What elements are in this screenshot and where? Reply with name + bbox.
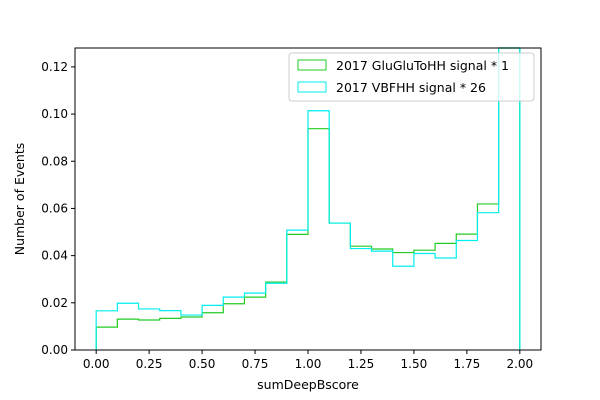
x-axis-label: sumDeepBscore	[257, 377, 359, 392]
x-tick-label: 0.25	[136, 357, 163, 371]
y-tick-label: 0.06	[41, 201, 68, 215]
legend-label-vbfhh: 2017 VBFHH signal * 26	[336, 80, 486, 95]
x-tick-label: 2.00	[506, 357, 533, 371]
y-tick-label: 0.12	[41, 60, 68, 74]
y-tick-label: 0.02	[41, 296, 68, 310]
series-layer	[95, 47, 521, 350]
y-tick-label: 0.00	[41, 343, 68, 357]
y-tick-label: 0.04	[41, 249, 68, 263]
series-line-1	[95, 47, 521, 350]
x-tick-label: 1.50	[401, 357, 428, 371]
legend-frame	[288, 52, 535, 102]
x-tick-label: 1.25	[348, 357, 375, 371]
x-tick-label: 0.50	[189, 357, 216, 371]
y-axis-label: Number of Events	[12, 143, 27, 256]
legend-swatch-vbfhh	[297, 81, 327, 93]
x-tick-label: 1.00	[295, 357, 322, 371]
legend-swatch-glugluhh	[297, 59, 327, 71]
y-tick-label: 0.08	[41, 154, 68, 168]
legend-label-glugluhh: 2017 GluGluToHH signal * 1	[336, 58, 509, 73]
y-tick-label: 0.10	[41, 107, 68, 121]
legend: 2017 GluGluToHH signal * 1 2017 VBFHH si…	[288, 52, 535, 102]
x-tick-label: 0.75	[242, 357, 269, 371]
ticks-layer: 0.00 0.25 0.50 0.75 1.00 1.25 1.50 1.75 2.00 0.00…	[41, 60, 533, 371]
x-tick-label: 1.75	[454, 357, 481, 371]
x-tick-label: 0.00	[83, 357, 110, 371]
